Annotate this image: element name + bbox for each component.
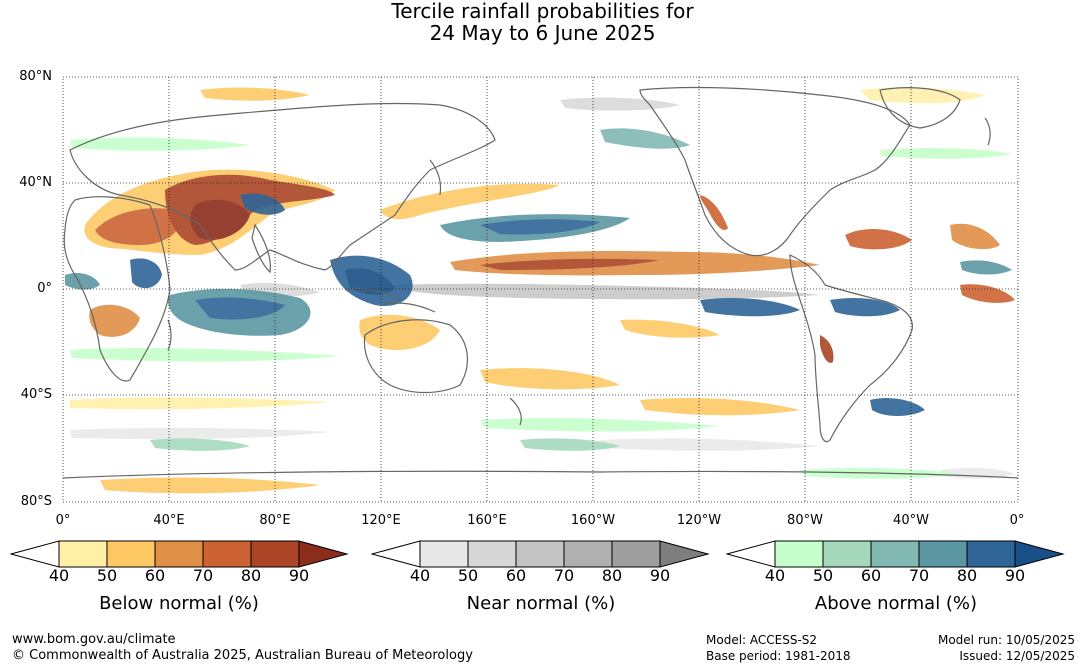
copyright-text: © Commonwealth of Australia 2025, Austra…	[12, 648, 473, 663]
lat-label-80s: 80°S	[20, 494, 52, 509]
above-tick-50: 50	[812, 566, 834, 585]
lon-label-40w: 40°W	[893, 513, 929, 528]
title-line-1: Tercile rainfall probabilities for	[391, 0, 694, 23]
near-normal-regions	[70, 97, 1015, 479]
lon-label-120e: 120°E	[361, 513, 401, 528]
below-normal-label: Below normal (%)	[99, 593, 259, 614]
below-tick-60: 60	[144, 566, 166, 585]
below-tick-50: 50	[96, 566, 118, 585]
model-run-text: Model run: 10/05/2025	[937, 633, 1075, 647]
near-tick-50: 50	[457, 566, 479, 585]
lon-label-120w: 120°W	[676, 513, 722, 528]
lon-label-0-east: 0°	[1009, 513, 1025, 528]
base-period-text: Base period: 1981-2018	[706, 649, 851, 663]
above-tick-90: 90	[1004, 566, 1026, 585]
near-tick-60: 60	[505, 566, 527, 585]
issued-text: Issued: 12/05/2025	[959, 649, 1075, 663]
above-tick-40: 40	[764, 566, 786, 585]
lon-label-80w: 80°W	[787, 513, 823, 528]
lon-label-160e: 160°E	[467, 513, 507, 528]
lon-label-80e: 80°E	[259, 513, 291, 528]
above-tick-70: 70	[908, 566, 930, 585]
near-tick-40: 40	[409, 566, 431, 585]
above-tick-80: 80	[956, 566, 978, 585]
lat-label-40n: 40°N	[19, 175, 52, 190]
lat-label-80n: 80°N	[19, 69, 52, 84]
above-tick-60: 60	[860, 566, 882, 585]
lon-label-160w: 160°W	[570, 513, 616, 528]
below-tick-80: 80	[240, 566, 262, 585]
lat-label-40s: 40°S	[20, 387, 52, 402]
below-tick-90: 90	[288, 566, 310, 585]
website-link[interactable]: www.bom.gov.au/climate	[12, 632, 176, 647]
lon-label-0: 0°	[55, 513, 71, 528]
near-tick-70: 70	[553, 566, 575, 585]
near-normal-label: Near normal (%)	[466, 593, 616, 614]
above-normal-regions	[65, 128, 1012, 479]
above-normal-colorbar	[726, 540, 1065, 568]
near-normal-colorbar	[371, 540, 710, 568]
near-tick-90: 90	[649, 566, 671, 585]
above-normal-label: Above normal (%)	[814, 593, 978, 614]
graticule	[62, 76, 1019, 503]
below-tick-70: 70	[192, 566, 214, 585]
lon-label-40e: 40°E	[153, 513, 185, 528]
coastlines	[62, 86, 1019, 479]
map-title: Tercile rainfall probabilities for 24 Ma…	[0, 0, 1085, 44]
below-tick-40: 40	[48, 566, 70, 585]
lat-label-0: 0°	[37, 281, 52, 296]
title-line-2: 24 May to 6 June 2025	[429, 21, 656, 45]
near-tick-80: 80	[601, 566, 623, 585]
below-normal-regions	[70, 87, 1015, 494]
model-text: Model: ACCESS-S2	[706, 633, 818, 647]
below-normal-colorbar	[10, 540, 349, 568]
